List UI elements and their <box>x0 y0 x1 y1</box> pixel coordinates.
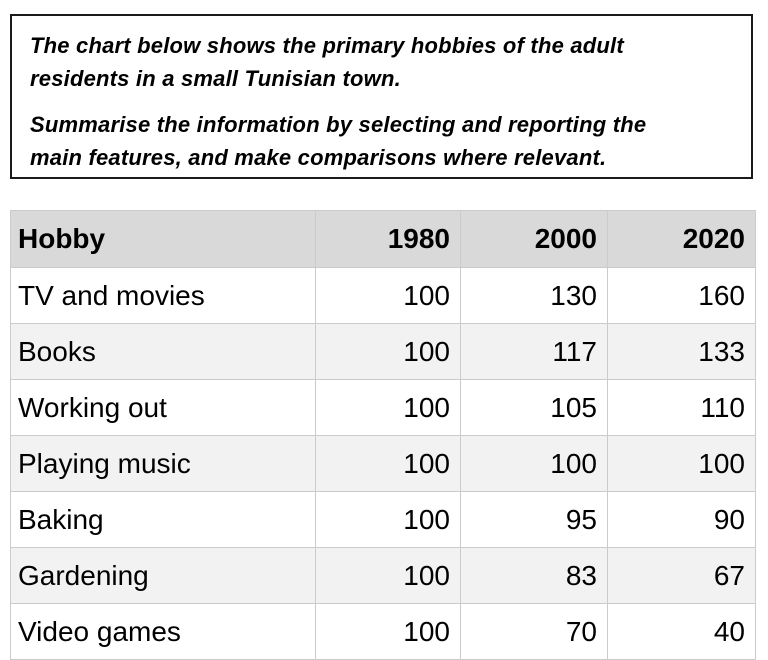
cell-value: 83 <box>460 547 608 604</box>
cell-value: 100 <box>315 379 461 436</box>
cell-value: 133 <box>607 323 756 380</box>
cell-value: 95 <box>460 491 608 548</box>
cell-hobby: Books <box>10 323 316 380</box>
table-body: TV and movies 100 130 160 Books 100 117 133 Work… <box>10 267 756 660</box>
table-row: TV and movies 100 130 160 <box>10 267 756 324</box>
column-header-hobby: Hobby <box>10 210 316 268</box>
task-paragraph-1: The chart below shows the primary hobbie… <box>30 29 733 95</box>
table-row: Gardening 100 83 67 <box>10 547 756 604</box>
cell-value: 130 <box>460 267 608 324</box>
task-instructions-box: The chart below shows the primary hobbie… <box>10 14 753 179</box>
table-row: Books 100 117 133 <box>10 323 756 380</box>
cell-value: 40 <box>607 603 756 660</box>
table-row: Video games 100 70 40 <box>10 603 756 660</box>
table-row: Baking 100 95 90 <box>10 491 756 548</box>
cell-hobby: Gardening <box>10 547 316 604</box>
hobbies-data-table: Hobby 1980 2000 2020 TV and movies 100 130… <box>10 210 756 660</box>
cell-value: 100 <box>460 435 608 492</box>
task-text-line: The chart below shows the primary hobbie… <box>30 33 624 58</box>
cell-value: 110 <box>607 379 756 436</box>
task-text-line: Summarise the information by selecting a… <box>30 112 647 137</box>
cell-hobby: TV and movies <box>10 267 316 324</box>
table-header-row: Hobby 1980 2000 2020 <box>10 210 756 268</box>
cell-hobby: Video games <box>10 603 316 660</box>
cell-hobby: Baking <box>10 491 316 548</box>
task-paragraph-2: Summarise the information by selecting a… <box>30 108 733 174</box>
cell-value: 100 <box>315 491 461 548</box>
cell-value: 90 <box>607 491 756 548</box>
cell-value: 100 <box>315 603 461 660</box>
task-text-line: residents in a small Tunisian town. <box>30 66 401 91</box>
cell-value: 100 <box>315 323 461 380</box>
task-text-line: main features, and make comparisons wher… <box>30 145 607 170</box>
cell-value: 105 <box>460 379 608 436</box>
column-header-2020: 2020 <box>607 210 756 268</box>
cell-value: 100 <box>315 267 461 324</box>
column-header-2000: 2000 <box>460 210 608 268</box>
cell-value: 70 <box>460 603 608 660</box>
cell-value: 100 <box>607 435 756 492</box>
column-header-1980: 1980 <box>315 210 461 268</box>
cell-value: 100 <box>315 435 461 492</box>
table-row: Playing music 100 100 100 <box>10 435 756 492</box>
cell-value: 160 <box>607 267 756 324</box>
cell-value: 67 <box>607 547 756 604</box>
cell-value: 117 <box>460 323 608 380</box>
cell-hobby: Playing music <box>10 435 316 492</box>
cell-value: 100 <box>315 547 461 604</box>
cell-hobby: Working out <box>10 379 316 436</box>
table-row: Working out 100 105 110 <box>10 379 756 436</box>
